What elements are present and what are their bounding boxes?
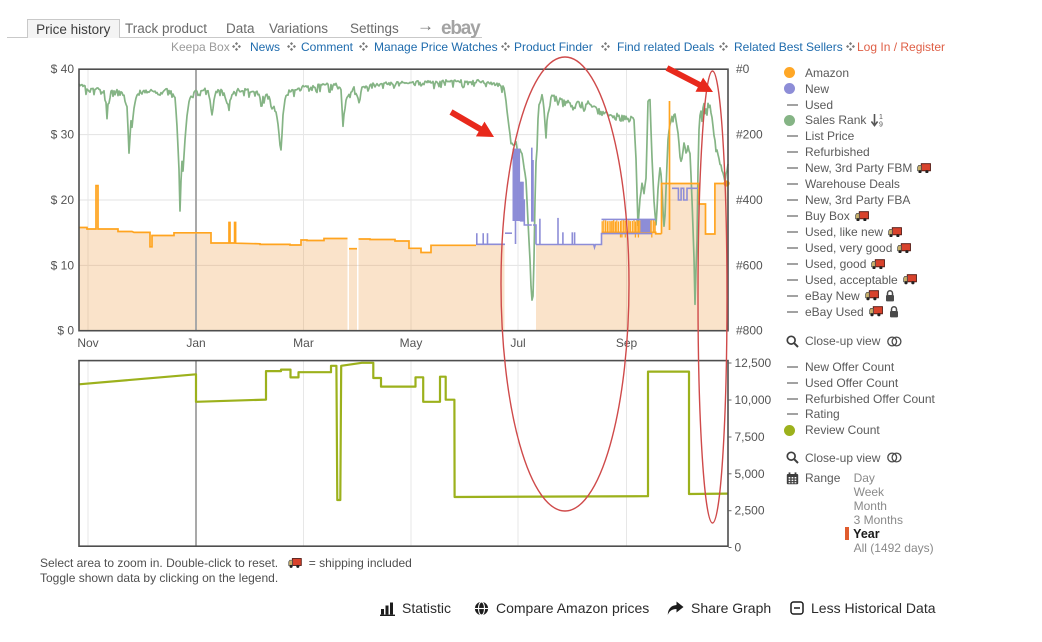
svg-text:Jan: Jan xyxy=(186,336,205,350)
svg-text:$ 40: $ 40 xyxy=(51,62,75,76)
svg-text:#600: #600 xyxy=(736,258,763,272)
svg-text:7,500: 7,500 xyxy=(735,430,765,444)
svg-text:#0: #0 xyxy=(736,62,750,76)
svg-text:$ 20: $ 20 xyxy=(51,193,75,207)
svg-text:#200: #200 xyxy=(736,128,763,142)
svg-text:Nov: Nov xyxy=(77,336,98,350)
svg-text:9: 9 xyxy=(879,122,883,128)
svg-text:Jul: Jul xyxy=(510,336,525,350)
svg-text:12,500: 12,500 xyxy=(735,356,772,370)
svg-text:2,500: 2,500 xyxy=(735,504,765,518)
svg-text:#800: #800 xyxy=(736,324,763,338)
svg-text:$ 30: $ 30 xyxy=(51,128,75,142)
svg-text:#400: #400 xyxy=(736,193,763,207)
svg-text:May: May xyxy=(400,336,423,350)
svg-text:10,000: 10,000 xyxy=(735,393,772,407)
svg-text:5,000: 5,000 xyxy=(735,467,765,481)
svg-text:$ 0: $ 0 xyxy=(57,324,74,338)
svg-text:0: 0 xyxy=(735,541,742,555)
svg-text:1: 1 xyxy=(879,114,883,121)
svg-text:Mar: Mar xyxy=(293,336,314,350)
svg-text:$ 10: $ 10 xyxy=(51,258,75,272)
